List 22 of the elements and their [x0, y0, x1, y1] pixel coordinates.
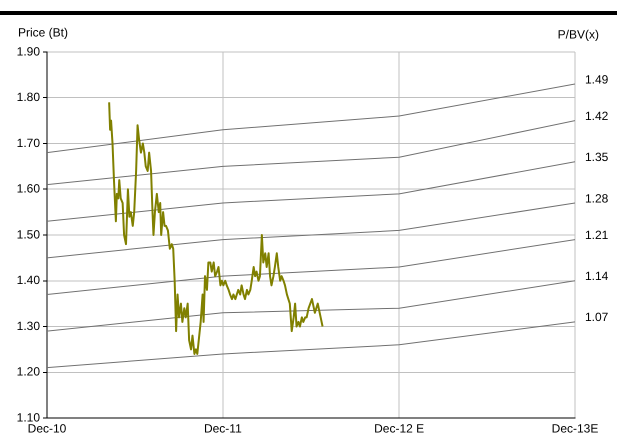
y-tick-label: 1.70	[16, 136, 40, 150]
y-tick-label: 1.10	[16, 410, 40, 424]
series-label: 1.28	[585, 191, 609, 206]
y-tick-label: 1.40	[16, 273, 40, 288]
series-label: 1.49	[585, 72, 609, 86]
x-tick-label: Dec-13E	[552, 422, 598, 436]
y2-axis-title: P/BV(x)	[558, 27, 599, 42]
y-tick-label: 1.90	[16, 44, 40, 58]
y-axis-title: Price (Bt)	[18, 25, 68, 40]
y-tick-label: 1.30	[16, 318, 40, 333]
x-tick-label: Dec-10	[28, 422, 67, 436]
series-label: 1.21	[585, 228, 609, 242]
y-tick-label: 1.20	[16, 364, 40, 379]
y-tick-label: 1.80	[16, 90, 40, 104]
series-label: 1.35	[585, 150, 609, 164]
x-tick-label: Dec-11	[204, 422, 242, 436]
y-tick-label: 1.60	[16, 182, 40, 196]
series-label: 1.14	[585, 269, 609, 284]
series-label: 1.07	[585, 310, 609, 324]
x-tick-label: Dec-12 E	[374, 422, 424, 436]
y-tick-label: 1.50	[16, 227, 40, 242]
series-label: 1.42	[585, 108, 609, 123]
